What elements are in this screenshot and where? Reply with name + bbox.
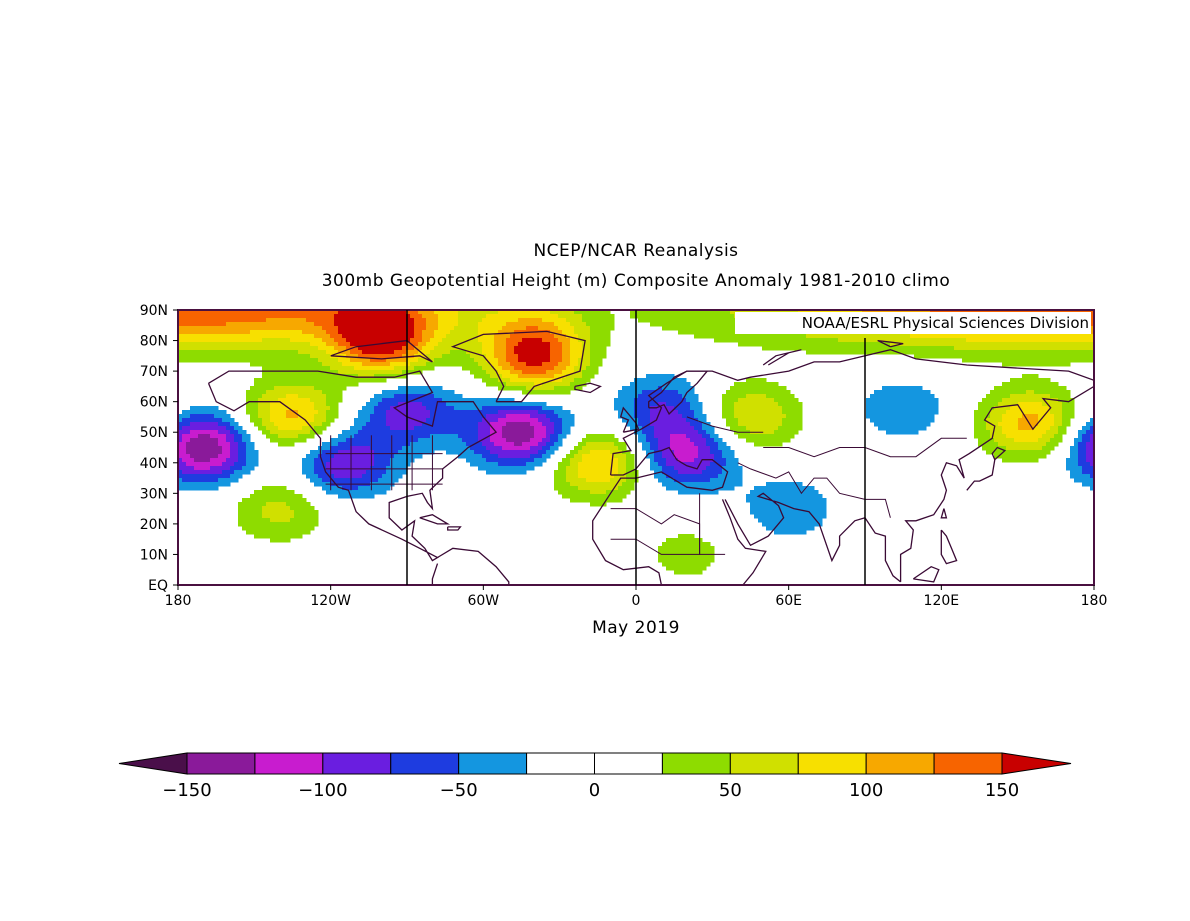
credit-text: NOAA/ESRL Physical Sciences Division	[802, 314, 1089, 332]
colorbar: −150 −100 −50 0 50 100 150	[118, 752, 1072, 801]
coastline	[419, 514, 451, 525]
colorbar-arrow-low	[118, 752, 188, 775]
colorbar-box	[322, 752, 392, 775]
lat-tick-label: 20N	[140, 517, 168, 533]
colorbar-arrow-high	[1001, 752, 1072, 775]
country-border	[699, 493, 726, 555]
colorbar-label: 50	[719, 780, 742, 801]
colorbar-label: 100	[849, 780, 883, 801]
coastline	[609, 349, 1094, 476]
credit-box: NOAA/ESRL Physical Sciences Division	[735, 312, 1091, 334]
colorbar-label: −100	[298, 780, 347, 801]
period-label: May 2019	[592, 618, 680, 638]
colorbar-box	[933, 752, 1003, 775]
colorbar-box	[186, 752, 256, 775]
chart-subtitle: 300mb Geopotential Height (m) Composite …	[321, 271, 951, 291]
coastline	[447, 526, 462, 531]
coastline	[330, 339, 433, 363]
lat-tick-label: EQ	[148, 578, 168, 594]
lat-tick-label: 10N	[140, 547, 168, 563]
country-border	[737, 462, 891, 518]
colorbar-label: −50	[440, 780, 478, 801]
colorbar-box	[865, 752, 935, 775]
lon-axis: 180 120W 60W 0 60E 120E 180	[165, 585, 1108, 609]
lon-tick-label: 60E	[775, 593, 802, 609]
coastline	[592, 446, 729, 585]
colorbar-label: 150	[985, 780, 1019, 801]
coastline	[431, 563, 439, 585]
coastline	[724, 492, 902, 583]
lon-tick-label: 120W	[310, 593, 351, 609]
coastline	[877, 339, 904, 348]
chart-title: NCEP/NCAR Reanalysis	[533, 241, 739, 261]
lon-tick-label: 0	[632, 593, 641, 609]
lat-tick-label: 60N	[140, 395, 168, 411]
colorbar-box	[797, 752, 867, 775]
coastline	[648, 370, 709, 415]
coastlines	[207, 330, 1094, 585]
coastline	[940, 529, 958, 565]
colorbar-box	[594, 752, 663, 775]
lat-tick-label: 40N	[140, 456, 168, 472]
colorbar-box	[729, 752, 799, 775]
lat-axis: 90N 80N 70N 60N 50N 40N 30N 20N 10N EQ	[140, 303, 178, 594]
coastline	[437, 547, 510, 585]
colorbar-label: 0	[589, 780, 600, 801]
coastline	[966, 446, 1007, 491]
lat-tick-label: 80N	[140, 334, 168, 350]
colorbar-box	[254, 752, 324, 775]
colorbar-label: −150	[162, 780, 211, 801]
lat-tick-label: 70N	[140, 364, 168, 380]
coastline	[207, 370, 498, 562]
colorbar-box	[661, 752, 731, 775]
coastline	[762, 349, 802, 366]
lon-tick-label: 120E	[924, 593, 960, 609]
coastline	[574, 382, 602, 394]
colorbar-box	[390, 752, 460, 775]
lon-tick-label: 180	[165, 593, 192, 609]
coastline	[940, 508, 948, 519]
coastline	[450, 330, 586, 403]
lat-tick-label: 30N	[140, 486, 168, 502]
country-border	[686, 416, 764, 433]
lat-tick-label: 50N	[140, 425, 168, 441]
colorbar-box	[458, 752, 528, 775]
lon-tick-label: 180	[1081, 593, 1108, 609]
coastline	[721, 499, 767, 585]
coastline	[912, 565, 940, 583]
colorbar-box	[526, 752, 595, 775]
lon-tick-label: 60W	[467, 593, 499, 609]
lat-tick-label: 90N	[140, 303, 168, 319]
coastline	[899, 385, 1094, 582]
coastline	[619, 406, 640, 433]
